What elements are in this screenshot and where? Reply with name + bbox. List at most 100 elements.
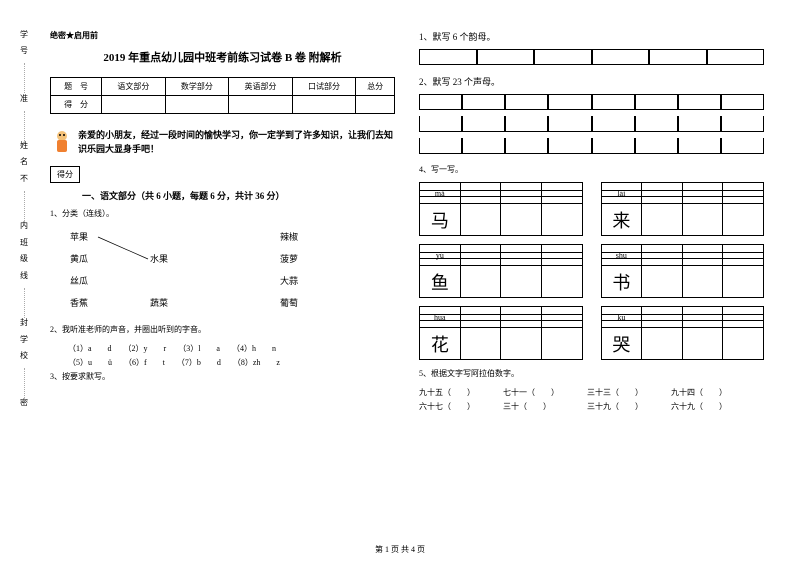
child-icon (50, 128, 74, 158)
match-category: 蔬菜 (150, 292, 168, 314)
char-line: 书 (601, 266, 765, 298)
page-container: 学号 准 姓名 不 内 班级 线 封 学校 密 绝密★启用前 2019 年重点幼… (0, 0, 800, 445)
char-blank (642, 204, 683, 235)
intro-block: 亲爱的小朋友，经过一段时间的愉快学习，你一定学到了许多知识，让我们去知识乐园大显… (50, 128, 395, 158)
pinyin-line: kū (601, 306, 765, 328)
score-header: 总分 (356, 78, 395, 96)
exam-title: 2019 年重点幼儿园中班考前练习试卷 B 卷 附解析 (50, 49, 395, 65)
grid-cell (635, 94, 678, 110)
grid-cell (462, 138, 505, 154)
section-score-box: 得分 (50, 166, 80, 183)
pinyin-blank (461, 183, 502, 203)
pinyin-container: mǎ马 lái来 yú鱼 shū书 huā花 kū哭 (419, 182, 764, 360)
match-category: 水果 (150, 248, 168, 270)
pinyin-text: kū (602, 307, 643, 327)
char-blank (542, 266, 582, 297)
score-cell (292, 96, 356, 114)
grid-cell (477, 49, 535, 65)
num-item: 六十九（ ） (671, 400, 753, 414)
num-item: 七十一（ ） (503, 386, 585, 400)
sounds-block: （1）a d （2）y r （3）l a （4）h n （5）u ü （6）f … (68, 342, 395, 371)
num-item: 九十五（ ） (419, 386, 501, 400)
num-row: 九十五（ ） 七十一（ ） 三十三（ ） 九十四（ ） (419, 386, 764, 400)
pinyin-box: yú鱼 (419, 244, 583, 298)
match-item: 黄瓜 (70, 248, 88, 270)
pinyin-blank (542, 183, 582, 203)
pinyin-text: yú (420, 245, 461, 265)
grid-cell (505, 116, 548, 132)
consonant-grid (419, 94, 764, 154)
pinyin-blank (542, 245, 582, 265)
match-item: 葡萄 (280, 292, 298, 314)
pinyin-blank (642, 183, 683, 203)
grid-cell (635, 116, 678, 132)
pinyin-line: huā (419, 306, 583, 328)
intro-text: 亲爱的小朋友，经过一段时间的愉快学习，你一定学到了许多知识，让我们去知识乐园大显… (78, 128, 395, 158)
binding-label: 线 (19, 271, 30, 287)
binding-label: 不 (19, 174, 30, 190)
binding-label: 班级 (19, 238, 30, 270)
grid-cell (462, 116, 505, 132)
match-item: 香蕉 (70, 292, 88, 314)
char-text: 鱼 (420, 266, 461, 297)
question-text: 2、我听准老师的声音，并圈出听到的字音。 (50, 324, 395, 336)
grid-cell (592, 116, 635, 132)
score-cell (102, 96, 166, 114)
char-line: 鱼 (419, 266, 583, 298)
pinyin-blank (683, 245, 724, 265)
matching-diagram: 苹果 黄瓜 丝瓜 香蕉 水果 蔬菜 辣椒 菠萝 大蒜 葡萄 (60, 226, 395, 316)
grid-cell (548, 94, 591, 110)
pinyin-text: mǎ (420, 183, 461, 203)
pinyin-blank (723, 307, 763, 327)
char-blank (542, 204, 582, 235)
num-item: 六十七（ ） (419, 400, 501, 414)
grid-cell (721, 116, 764, 132)
binding-dots (24, 111, 25, 141)
match-item: 辣椒 (280, 226, 298, 248)
score-header: 英语部分 (229, 78, 293, 96)
grid-cell (534, 49, 592, 65)
char-blank (461, 266, 502, 297)
grid-cell (678, 116, 721, 132)
char-blank (683, 204, 724, 235)
grid-cell (419, 49, 477, 65)
question-text: 1、分类（连线）。 (50, 208, 395, 220)
score-value-row: 得 分 (51, 96, 395, 114)
pinyin-row: huā花 kū哭 (419, 306, 764, 360)
grid-cell (419, 116, 462, 132)
match-item: 苹果 (70, 226, 88, 248)
match-left-col: 苹果 黄瓜 丝瓜 香蕉 (70, 226, 88, 314)
char-line: 花 (419, 328, 583, 360)
match-item: 大蒜 (280, 270, 298, 292)
pinyin-blank (642, 245, 683, 265)
binding-dots (24, 63, 25, 93)
secret-label: 绝密★启用前 (50, 30, 395, 41)
pinyin-line: mǎ (419, 182, 583, 204)
char-blank (723, 204, 763, 235)
binding-label: 姓名 (19, 141, 30, 173)
grid-cell (678, 138, 721, 154)
pinyin-box: mǎ马 (419, 182, 583, 236)
char-blank (642, 266, 683, 297)
char-blank (461, 204, 502, 235)
sound-line: （1）a d （2）y r （3）l a （4）h n (68, 342, 395, 356)
binding-dots (24, 288, 25, 318)
sound-line: （5）u ü （6）f t （7）b d （8）zh z (68, 356, 395, 370)
char-line: 来 (601, 204, 765, 236)
num-item: 三十九（ ） (587, 400, 669, 414)
num-item: 三十（ ） (503, 400, 585, 414)
char-text: 哭 (602, 328, 643, 359)
pinyin-text: shū (602, 245, 643, 265)
grid-cell (419, 138, 462, 154)
binding-label: 密 (19, 398, 30, 414)
score-cell (229, 96, 293, 114)
grid-row (419, 138, 764, 154)
grid-cell (505, 138, 548, 154)
question-text: 5、根据文字写阿拉伯数字。 (419, 368, 764, 380)
grid-cell (505, 94, 548, 110)
pinyin-blank (683, 183, 724, 203)
grid-cell (649, 49, 707, 65)
grid-row (419, 94, 764, 110)
pinyin-box: lái来 (601, 182, 765, 236)
binding-dots (24, 368, 25, 398)
